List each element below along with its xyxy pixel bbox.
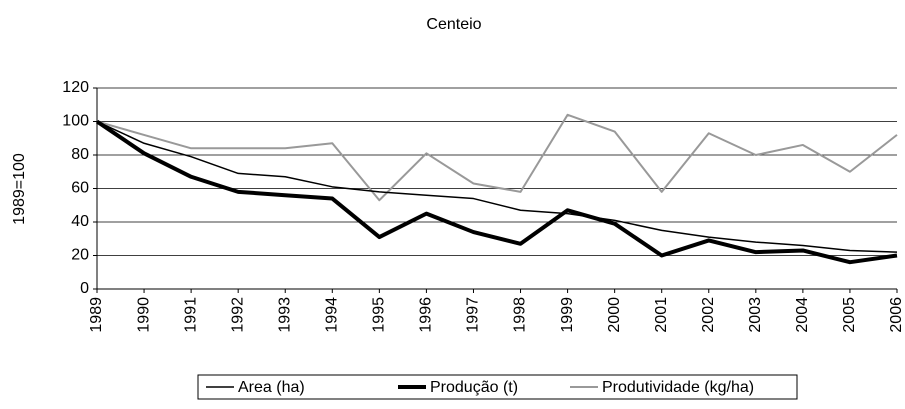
line-series <box>95 119 898 265</box>
x-tick-label: 2006 <box>888 297 905 333</box>
x-tick-label: 2001 <box>653 297 670 333</box>
x-tick-label: 1992 <box>229 297 246 333</box>
y-tick-label: 40 <box>71 213 89 230</box>
x-tick-label: 1994 <box>324 297 341 333</box>
line-series <box>96 120 898 253</box>
x-tick-label: 1995 <box>371 297 388 333</box>
y-tick-label: 100 <box>62 113 89 130</box>
x-tick-label: 1996 <box>418 297 435 333</box>
legend-label: Area (ha) <box>238 379 305 396</box>
x-tick-label: 1990 <box>135 297 152 333</box>
y-tick-label: 80 <box>71 146 89 163</box>
y-tick-label: 60 <box>71 180 89 197</box>
x-tick-label: 1998 <box>512 297 529 333</box>
x-tick-label: 1993 <box>276 297 293 333</box>
y-tick-label: 20 <box>71 247 89 264</box>
x-tick-label: 2004 <box>794 297 811 333</box>
x-tick-label: 2000 <box>606 297 623 333</box>
x-tick-label: 1991 <box>182 297 199 333</box>
x-tick-label: 2003 <box>747 297 764 333</box>
y-axis-label: 1989=100 <box>11 153 28 225</box>
y-tick-label: 0 <box>80 280 89 297</box>
y-tick-label: 120 <box>62 79 89 96</box>
chart-title: Centeio <box>426 16 481 33</box>
legend-label: Produção (t) <box>430 379 518 396</box>
legend-label: Produtividade (kg/ha) <box>602 379 754 396</box>
x-tick-label: 1999 <box>559 297 576 333</box>
x-tick-label: 2005 <box>841 297 858 333</box>
x-tick-label: 2002 <box>700 297 717 333</box>
x-tick-label: 1997 <box>465 297 482 333</box>
legend-box <box>197 374 798 400</box>
line-series <box>96 113 898 202</box>
x-tick-label: 1989 <box>88 297 105 333</box>
